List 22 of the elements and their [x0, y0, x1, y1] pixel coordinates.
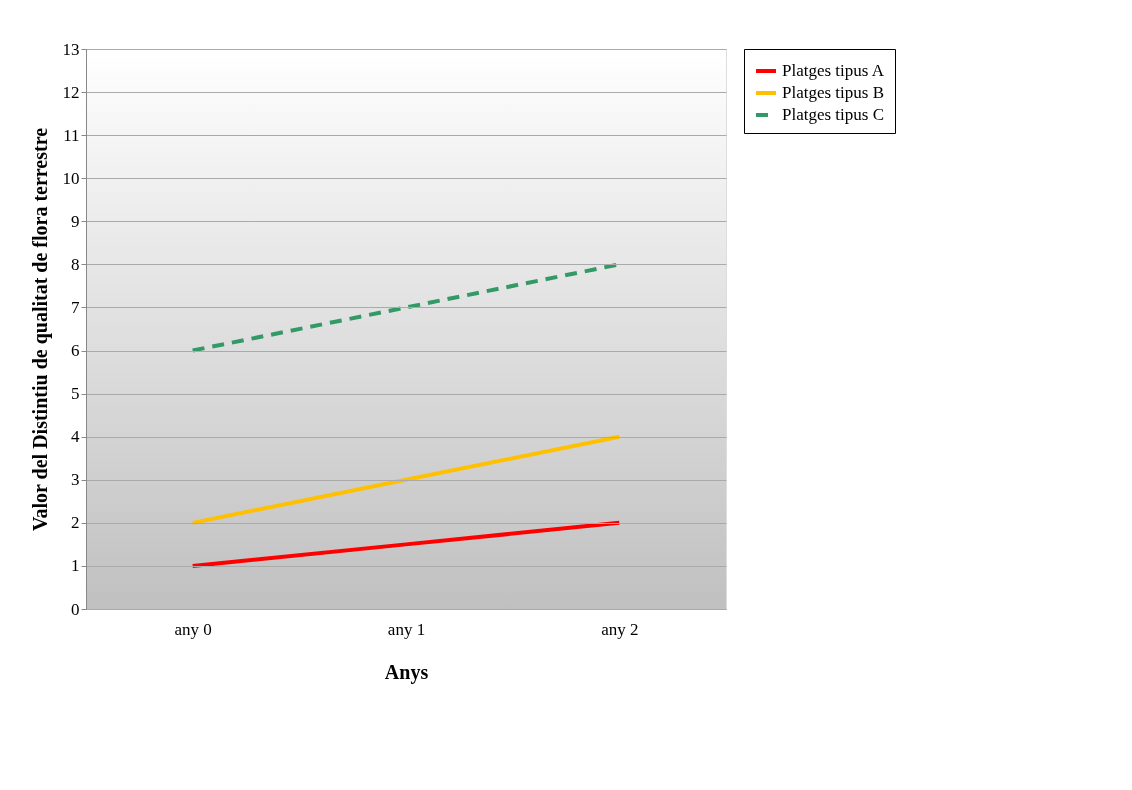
x-tick-label: any 1 [387, 619, 426, 639]
y-tick-label: 6 [71, 341, 80, 361]
y-tick-label: 7 [71, 297, 80, 317]
x-tick-label: any 2 [601, 619, 639, 639]
x-tick-label: any 0 [174, 619, 212, 639]
y-tick-label: 13 [62, 39, 80, 59]
y-tick-label: 4 [71, 427, 80, 447]
y-axis-title: Valor del Distintiu de qualitat de flora terrestre [28, 127, 52, 532]
x-axis-title: Anys [384, 660, 429, 684]
legend-label: Platges tipus B [782, 83, 885, 102]
y-tick-label: 12 [62, 82, 80, 102]
y-tick-label: 8 [71, 254, 80, 274]
y-tick-label: 1 [71, 556, 80, 576]
y-tick-label: 3 [71, 470, 80, 490]
y-tick-label: 10 [62, 168, 80, 188]
y-tick-label: 9 [71, 211, 80, 231]
legend-label: Platges tipus A [782, 61, 885, 80]
y-tick-label: 2 [71, 513, 80, 533]
y-tick-label: 11 [63, 125, 80, 145]
y-tick-label: 5 [71, 384, 80, 404]
y-tick-label: 0 [71, 599, 80, 619]
legend-label: Platges tipus C [782, 105, 885, 124]
